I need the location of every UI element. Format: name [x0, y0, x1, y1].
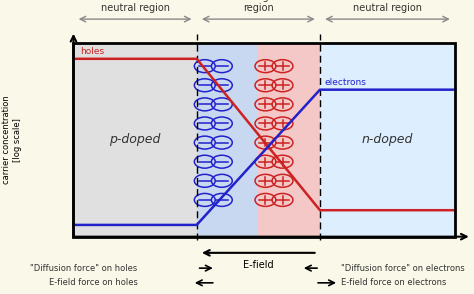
Text: E-field force on holes: E-field force on holes — [48, 278, 137, 287]
Text: neutral region: neutral region — [100, 3, 170, 13]
Bar — [73, 43, 455, 237]
Text: E-field: E-field — [243, 260, 273, 270]
Text: "Diffusion force" on electrons: "Diffusion force" on electrons — [341, 264, 465, 273]
Text: "Diffusion force" on holes: "Diffusion force" on holes — [30, 264, 137, 273]
Bar — [320, 43, 455, 237]
Text: E-field force on electrons: E-field force on electrons — [341, 278, 447, 287]
Bar — [73, 43, 197, 237]
Text: carrier concentration
[log scale]: carrier concentration [log scale] — [2, 95, 21, 184]
Text: electrons: electrons — [325, 78, 366, 87]
Text: n-doped: n-doped — [362, 133, 413, 146]
Text: holes: holes — [81, 47, 105, 56]
Bar — [258, 43, 320, 237]
Bar — [197, 43, 258, 237]
Text: space
charge
region: space charge region — [242, 0, 275, 13]
Text: p-doped: p-doped — [109, 133, 161, 146]
Text: neutral region: neutral region — [353, 3, 422, 13]
